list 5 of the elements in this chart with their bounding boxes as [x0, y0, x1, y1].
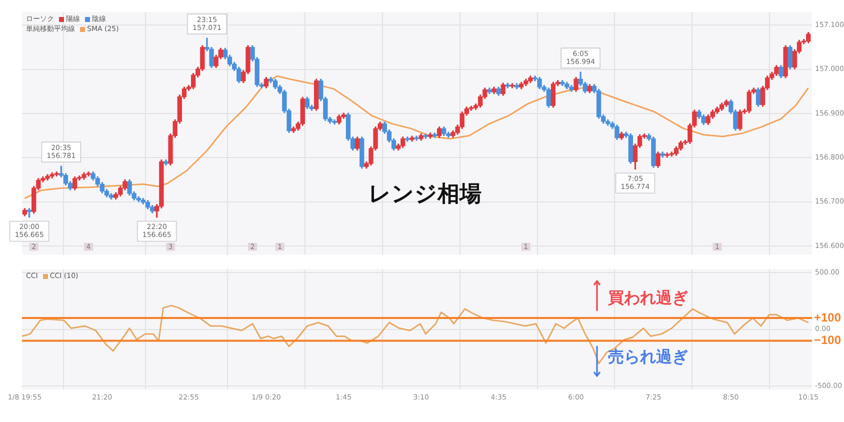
annotation: レンジ相場: [368, 182, 482, 208]
ref-line-label: −100: [814, 333, 842, 348]
annotation: 買われ過ぎ: [607, 288, 688, 308]
ref-line-label: +100: [814, 310, 842, 324]
annotation: 売られ過ぎ: [608, 346, 688, 366]
